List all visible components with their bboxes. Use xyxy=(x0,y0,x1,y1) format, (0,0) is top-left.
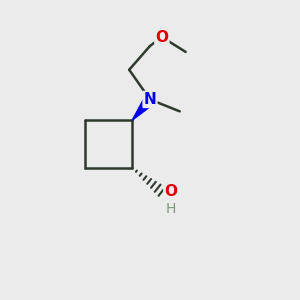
Polygon shape xyxy=(132,96,154,120)
Text: N: N xyxy=(144,92,156,107)
Text: O: O xyxy=(155,30,168,45)
Text: O: O xyxy=(164,184,177,199)
Text: H: H xyxy=(166,202,176,216)
